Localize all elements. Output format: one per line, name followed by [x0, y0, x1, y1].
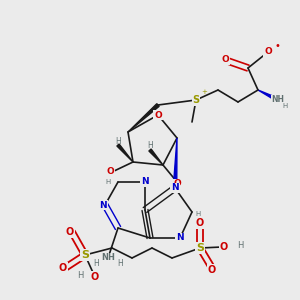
Text: O: O: [154, 110, 162, 119]
Text: S: S: [192, 95, 200, 105]
Text: O: O: [196, 218, 204, 228]
Text: H: H: [282, 103, 288, 109]
Polygon shape: [117, 144, 133, 162]
Text: H: H: [117, 260, 123, 268]
Text: N: N: [171, 184, 179, 193]
Text: N: N: [141, 178, 149, 187]
Polygon shape: [173, 138, 177, 188]
Polygon shape: [128, 104, 159, 132]
Text: S: S: [196, 243, 204, 253]
Text: O: O: [264, 47, 272, 56]
Text: H: H: [195, 211, 201, 217]
Text: N: N: [176, 233, 184, 242]
Text: H: H: [77, 271, 83, 280]
Text: O: O: [66, 227, 74, 237]
Text: H: H: [237, 241, 243, 250]
Polygon shape: [258, 90, 279, 102]
Text: H: H: [147, 142, 153, 151]
Text: O: O: [91, 272, 99, 282]
Text: O: O: [59, 263, 67, 273]
Text: +: +: [201, 89, 207, 95]
Text: H: H: [93, 260, 99, 268]
Text: H: H: [105, 179, 111, 185]
Text: O: O: [106, 167, 114, 176]
Text: O: O: [221, 56, 229, 64]
Text: NH: NH: [272, 95, 284, 104]
Text: N: N: [99, 200, 107, 209]
Text: O: O: [220, 242, 228, 252]
Text: O: O: [173, 179, 181, 188]
Polygon shape: [149, 149, 163, 165]
Text: NH: NH: [101, 254, 115, 262]
Text: H: H: [115, 136, 121, 146]
Text: S: S: [81, 250, 89, 260]
Text: •: •: [274, 41, 280, 51]
Text: O: O: [208, 265, 216, 275]
